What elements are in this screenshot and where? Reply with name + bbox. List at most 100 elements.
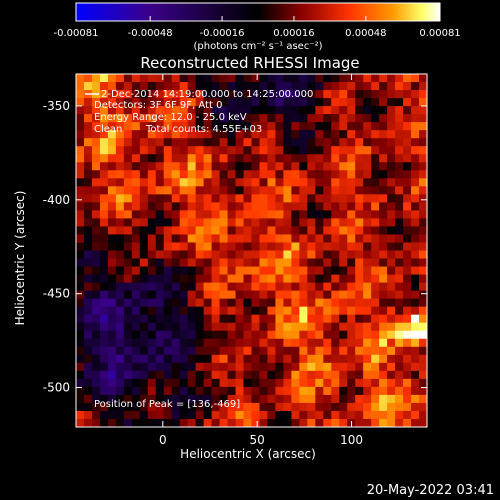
heatmap-cell [227, 418, 236, 428]
heatmap-cell [283, 82, 292, 91]
heatmap-cell [227, 106, 236, 115]
heatmap-cell [251, 290, 260, 300]
heatmap-cell [379, 322, 388, 332]
heatmap-cell [363, 418, 372, 428]
heatmap-cell [307, 274, 316, 283]
heatmap-cell [347, 146, 356, 155]
heatmap-cell [275, 282, 284, 292]
heatmap-cell [83, 138, 93, 147]
heatmap-cell [139, 274, 149, 283]
heatmap-cell [107, 298, 117, 308]
heatmap-cell [267, 322, 276, 332]
heatmap-cell [139, 162, 149, 171]
heatmap-cell [147, 74, 157, 83]
heatmap-cell [91, 186, 101, 195]
heatmap-cell [411, 354, 420, 364]
heatmap-cell [195, 338, 205, 348]
heatmap-cell [99, 234, 109, 243]
heatmap-cell [203, 162, 213, 171]
heatmap-cell [267, 282, 276, 292]
heatmap-cell [355, 370, 364, 380]
heatmap-cell [275, 306, 284, 316]
heatmap-cell [275, 274, 284, 283]
heatmap-cell [379, 282, 388, 292]
heatmap-cell [83, 170, 93, 179]
heatmap-cell [91, 82, 101, 91]
heatmap-cell [76, 282, 85, 292]
heatmap-cell [363, 162, 372, 171]
heatmap-cell [163, 330, 173, 340]
heatmap-cell [171, 162, 181, 171]
heatmap-cell [115, 402, 125, 412]
heatmap-cell [419, 154, 428, 163]
heatmap-cell [179, 338, 189, 348]
heatmap-cell [227, 346, 236, 356]
heatmap-cell [123, 298, 133, 308]
heatmap-cell [339, 338, 348, 348]
heatmap-cell [76, 378, 85, 388]
heatmap-cell [99, 114, 109, 123]
heatmap-cell [355, 322, 364, 332]
heatmap-cell [187, 138, 197, 147]
heatmap-cell [419, 90, 428, 99]
heatmap-cell [211, 122, 220, 131]
heatmap-cell [283, 90, 292, 99]
heatmap-cell [283, 210, 292, 219]
heatmap-cell [363, 378, 372, 388]
heatmap-cell [187, 314, 197, 324]
heatmap-cell [163, 258, 173, 267]
heatmap-cell [203, 114, 213, 123]
heatmap-cell [283, 330, 292, 340]
heatmap-cell [251, 282, 260, 292]
heatmap-cell [131, 330, 141, 340]
heatmap-cell [99, 122, 109, 131]
heatmap-cell [267, 314, 276, 324]
heatmap-cell [331, 82, 340, 91]
heatmap-cell [355, 362, 364, 372]
heatmap-cell [403, 162, 412, 171]
heatmap-cell [171, 186, 181, 195]
heatmap-cell [411, 178, 420, 187]
heatmap-cell [179, 386, 189, 396]
heatmap-cell [291, 178, 300, 187]
heatmap-cell [187, 282, 197, 292]
heatmap-cell [243, 138, 252, 147]
heatmap-cell [179, 298, 189, 308]
heatmap-cell [219, 178, 228, 187]
heatmap-cell [403, 218, 412, 227]
heatmap-cell [76, 234, 85, 243]
heatmap-cell [195, 394, 205, 404]
heatmap-cell [411, 266, 420, 275]
heatmap-cell [76, 266, 85, 275]
heatmap-cell [291, 354, 300, 364]
heatmap-cell [243, 74, 252, 83]
heatmap-cell [355, 330, 364, 340]
heatmap-cell [203, 410, 213, 420]
heatmap-cell [275, 210, 284, 219]
heatmap-cell [99, 194, 109, 203]
heatmap-cell [323, 130, 332, 139]
heatmap-cell [315, 322, 324, 332]
heatmap-cell [123, 242, 133, 251]
heatmap-cell [315, 378, 324, 388]
heatmap-cell [283, 346, 292, 356]
heatmap-cell [219, 410, 228, 420]
heatmap-cell [267, 194, 276, 203]
heatmap-cell [251, 178, 260, 187]
heatmap-cell [187, 410, 197, 420]
heatmap-cell [91, 210, 101, 219]
heatmap-cell [395, 162, 404, 171]
heatmap-cell [379, 410, 388, 420]
heatmap-cell [76, 410, 85, 420]
heatmap-cell [355, 394, 364, 404]
heatmap-cell [76, 82, 85, 91]
heatmap-cell [339, 170, 348, 179]
heatmap-cell [267, 410, 276, 420]
heatmap-cell [275, 162, 284, 171]
heatmap-cell [76, 210, 85, 219]
heatmap-cell [139, 98, 149, 107]
heatmap-cell [299, 90, 308, 99]
heatmap-cell [115, 98, 125, 107]
heatmap-cell [163, 82, 173, 91]
heatmap-cell [323, 146, 332, 155]
